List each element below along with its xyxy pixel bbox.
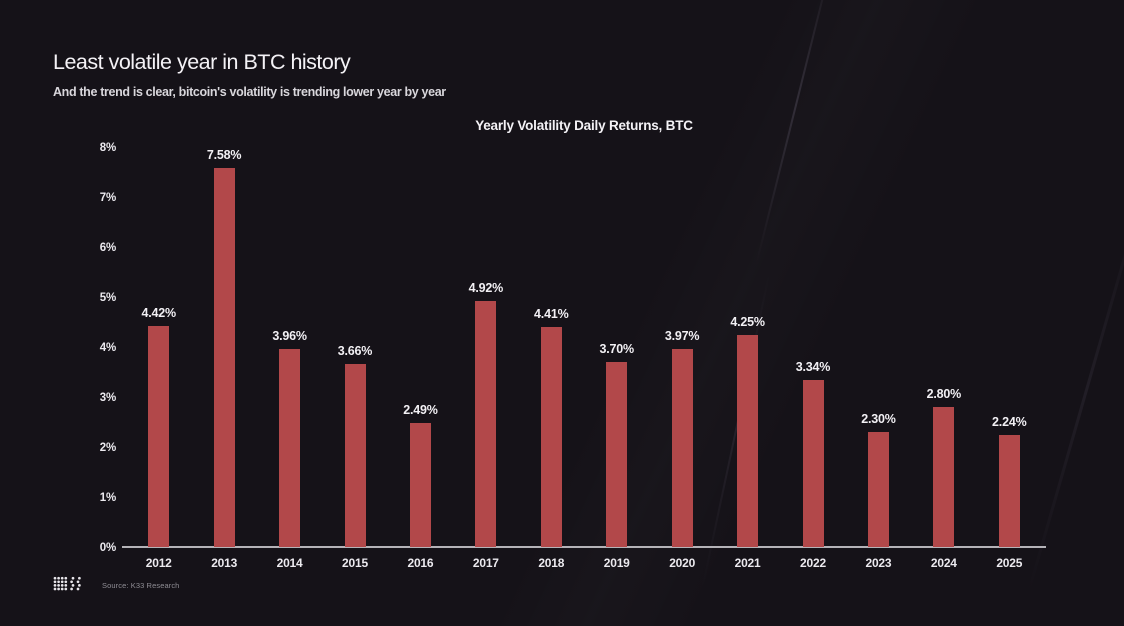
y-axis-tick-label: 1% bbox=[99, 492, 116, 504]
bar-value-label: 3.66% bbox=[337, 344, 373, 358]
x-axis-tick-label: 2023 bbox=[865, 556, 892, 570]
bar-value-label: 2.80% bbox=[926, 387, 962, 401]
y-axis-tick-label: 7% bbox=[99, 192, 116, 204]
x-axis-tick-label: 2014 bbox=[276, 556, 303, 570]
x-axis-tick-label: 2025 bbox=[996, 556, 1023, 570]
page-subtitle: And the trend is clear, bitcoin's volati… bbox=[53, 85, 446, 99]
x-axis-tick-label: 2020 bbox=[669, 556, 696, 570]
x-axis-tick-label: 2019 bbox=[603, 556, 630, 570]
footer: Source: K33 Research bbox=[36, 572, 436, 596]
bar-2018 bbox=[540, 326, 562, 547]
bar-value-label: 7.58% bbox=[206, 148, 242, 162]
volatility-bar-chart: 0% 1% 2% 3% 4% 5% 6% 7% 8% 4.42% 2012 7.58% 2013 3.96… bbox=[100, 142, 1046, 570]
bar-2017 bbox=[475, 301, 497, 547]
chart-title: Yearly Volatility Daily Returns, BTC bbox=[475, 118, 693, 133]
y-axis-tick-label: 3% bbox=[99, 392, 116, 404]
bar-2022 bbox=[802, 380, 824, 547]
x-axis-tick-label: 2024 bbox=[930, 556, 957, 570]
bar-2024 bbox=[933, 407, 955, 547]
bar-value-label: 2.24% bbox=[992, 415, 1027, 429]
header: Least volatile year in BTC history And t… bbox=[53, 50, 446, 99]
y-axis-tick-label: 6% bbox=[99, 242, 116, 254]
source-label: Source: K33 Research bbox=[102, 581, 180, 590]
bar-2023 bbox=[867, 432, 889, 547]
x-axis-tick-label: 2017 bbox=[472, 556, 499, 570]
x-axis-tick-label: 2018 bbox=[538, 556, 565, 570]
bar-2020 bbox=[671, 348, 693, 547]
bar-2021 bbox=[737, 334, 759, 547]
y-axis-tick-label: 5% bbox=[99, 292, 116, 304]
bar-value-label: 3.70% bbox=[599, 342, 634, 356]
bar-value-label: 3.97% bbox=[664, 328, 700, 343]
bar-value-label: 3.96% bbox=[272, 329, 307, 343]
bar-value-label: 4.92% bbox=[468, 281, 504, 295]
x-axis-tick-label: 2013 bbox=[211, 556, 238, 570]
x-axis-line bbox=[122, 546, 1046, 548]
x-axis-tick-label: 2015 bbox=[342, 556, 368, 570]
y-axis-tick-label: 8% bbox=[99, 142, 116, 154]
bar-value-label: 3.34% bbox=[795, 360, 831, 374]
bar-value-label: 4.41% bbox=[534, 306, 569, 321]
bar-value-label: 4.25% bbox=[730, 314, 765, 329]
y-axis-tick-label: 0% bbox=[99, 542, 116, 554]
bar-2025 bbox=[998, 435, 1020, 547]
page-title: Least volatile year in BTC history bbox=[53, 50, 351, 74]
bar-value-label: 2.49% bbox=[403, 402, 438, 417]
bar-2013 bbox=[213, 168, 235, 547]
y-axis-tick-label: 4% bbox=[99, 342, 116, 354]
bar-2016 bbox=[409, 422, 431, 547]
x-axis-tick-label: 2022 bbox=[800, 556, 826, 570]
bar-value-label: 2.30% bbox=[861, 412, 896, 426]
x-axis-tick-label: 2012 bbox=[145, 556, 172, 570]
bar-2012 bbox=[148, 326, 170, 547]
y-axis-tick-label: 2% bbox=[99, 442, 116, 454]
k33-logo-icon bbox=[53, 576, 81, 591]
bar-2014 bbox=[279, 349, 301, 547]
x-axis-tick-label: 2021 bbox=[734, 556, 761, 570]
bar-2015 bbox=[344, 364, 366, 547]
x-axis-tick-label: 2016 bbox=[407, 556, 434, 570]
bar-2019 bbox=[606, 362, 628, 547]
bar-value-label: 4.42% bbox=[141, 306, 176, 320]
